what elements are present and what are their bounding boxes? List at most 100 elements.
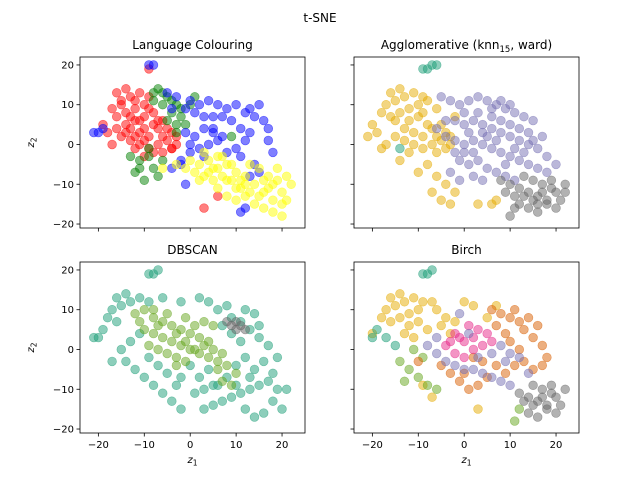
scatter-point bbox=[213, 135, 223, 146]
scatter-point bbox=[441, 131, 451, 142]
scatter-point bbox=[194, 159, 205, 170]
scatter-point bbox=[528, 175, 538, 186]
scatter-point bbox=[259, 115, 269, 126]
scatter-point bbox=[153, 171, 163, 182]
scatter-point bbox=[390, 131, 400, 142]
scatter-point bbox=[473, 404, 483, 414]
scatter-point bbox=[491, 360, 501, 371]
scatter-point bbox=[542, 352, 552, 363]
scatter-point bbox=[372, 127, 382, 138]
scatter-point bbox=[268, 179, 278, 190]
scatter-point bbox=[418, 297, 428, 307]
scatter-point bbox=[180, 163, 191, 174]
scatter-point bbox=[399, 135, 410, 146]
scatter-point bbox=[372, 324, 382, 335]
scatter-point bbox=[542, 151, 552, 162]
scatter-point bbox=[409, 293, 419, 303]
scatter-point bbox=[523, 368, 534, 378]
scatter-point bbox=[436, 92, 446, 102]
scatter-point bbox=[116, 344, 127, 355]
scatter-point bbox=[263, 123, 273, 134]
scatter-point bbox=[236, 207, 246, 217]
scatter-point bbox=[560, 384, 570, 394]
scatter-point bbox=[281, 384, 292, 394]
scatter-panel-3: −20 −10 0 10 20 −20 −10 0 10 20 DBSCAN z1 z2 bbox=[26, 243, 306, 468]
scatter-point bbox=[468, 364, 479, 375]
scatter-point bbox=[413, 317, 423, 327]
scatter-point bbox=[190, 388, 200, 398]
panel-title: Birch bbox=[451, 243, 481, 257]
scatter-point bbox=[249, 179, 260, 190]
scatter-point bbox=[121, 356, 131, 367]
scatter-point bbox=[171, 352, 182, 363]
scatter-point bbox=[487, 143, 497, 154]
scatter-point bbox=[422, 380, 433, 390]
scatter-point bbox=[477, 127, 488, 138]
x-tick-label: 0 bbox=[461, 440, 467, 451]
scatter-point bbox=[240, 135, 251, 146]
scatter-point bbox=[98, 324, 108, 335]
scatter-point bbox=[514, 404, 524, 414]
scatter-point bbox=[519, 147, 529, 158]
scatter-point bbox=[180, 179, 191, 190]
scatter-point bbox=[487, 372, 497, 382]
scatter-point bbox=[144, 103, 154, 114]
scatter-point bbox=[139, 175, 150, 186]
scatter-point bbox=[272, 163, 283, 174]
scatter-point bbox=[263, 135, 273, 146]
x-tick-label: 10 bbox=[230, 440, 243, 451]
scatter-point bbox=[208, 400, 218, 410]
scatter-point bbox=[409, 88, 419, 98]
scatter-point bbox=[523, 408, 534, 418]
scatter-point bbox=[199, 111, 209, 122]
scatter-point bbox=[537, 179, 547, 190]
scatter-point bbox=[130, 103, 140, 114]
scatter-point bbox=[217, 396, 228, 406]
scatter-point bbox=[116, 301, 127, 311]
scatter-point bbox=[167, 336, 177, 347]
scatter-point bbox=[153, 139, 163, 150]
scatter-point bbox=[185, 95, 195, 106]
scatter-point bbox=[162, 123, 172, 134]
scatter-point bbox=[532, 207, 543, 217]
scatter-point bbox=[139, 123, 150, 134]
scatter-point bbox=[226, 380, 237, 390]
scatter-point bbox=[217, 348, 228, 359]
scatter-point bbox=[542, 404, 552, 414]
scatter-point bbox=[171, 127, 182, 138]
scatter-point bbox=[482, 95, 492, 106]
scatter-point bbox=[171, 119, 182, 130]
scatter-points bbox=[363, 60, 570, 221]
scatter-point bbox=[441, 143, 451, 154]
scatter-point bbox=[491, 167, 501, 178]
scatter-point bbox=[505, 151, 515, 162]
scatter-point bbox=[436, 320, 446, 331]
scatter-point bbox=[185, 139, 195, 150]
scatter-point bbox=[259, 175, 269, 186]
scatter-point bbox=[153, 123, 163, 134]
scatter-point bbox=[418, 107, 428, 118]
scatter-point bbox=[180, 119, 191, 130]
scatter-point bbox=[153, 344, 163, 355]
scatter-panel-1: −20 −10 0 10 20 Language Colouring z2 bbox=[26, 38, 306, 232]
scatter-point bbox=[464, 328, 474, 339]
scatter-point bbox=[158, 99, 168, 110]
scatter-point bbox=[153, 115, 163, 126]
scatter-point bbox=[491, 135, 501, 146]
scatter-point bbox=[245, 187, 255, 197]
scatter-point bbox=[496, 175, 506, 186]
scatter-point bbox=[395, 143, 405, 154]
scatter-point bbox=[245, 159, 255, 170]
scatter-point bbox=[194, 372, 205, 382]
y-tick-label: −10 bbox=[53, 385, 74, 396]
scatter-point bbox=[464, 95, 474, 106]
scatter-point bbox=[249, 111, 260, 122]
scatter-point bbox=[125, 151, 136, 162]
scatter-point bbox=[496, 115, 506, 126]
scatter-point bbox=[473, 107, 483, 118]
scatter-points bbox=[89, 265, 292, 422]
x-tick-label: −10 bbox=[408, 440, 429, 451]
scatter-point bbox=[418, 143, 428, 154]
scatter-point bbox=[125, 111, 136, 122]
scatter-point bbox=[464, 384, 474, 394]
